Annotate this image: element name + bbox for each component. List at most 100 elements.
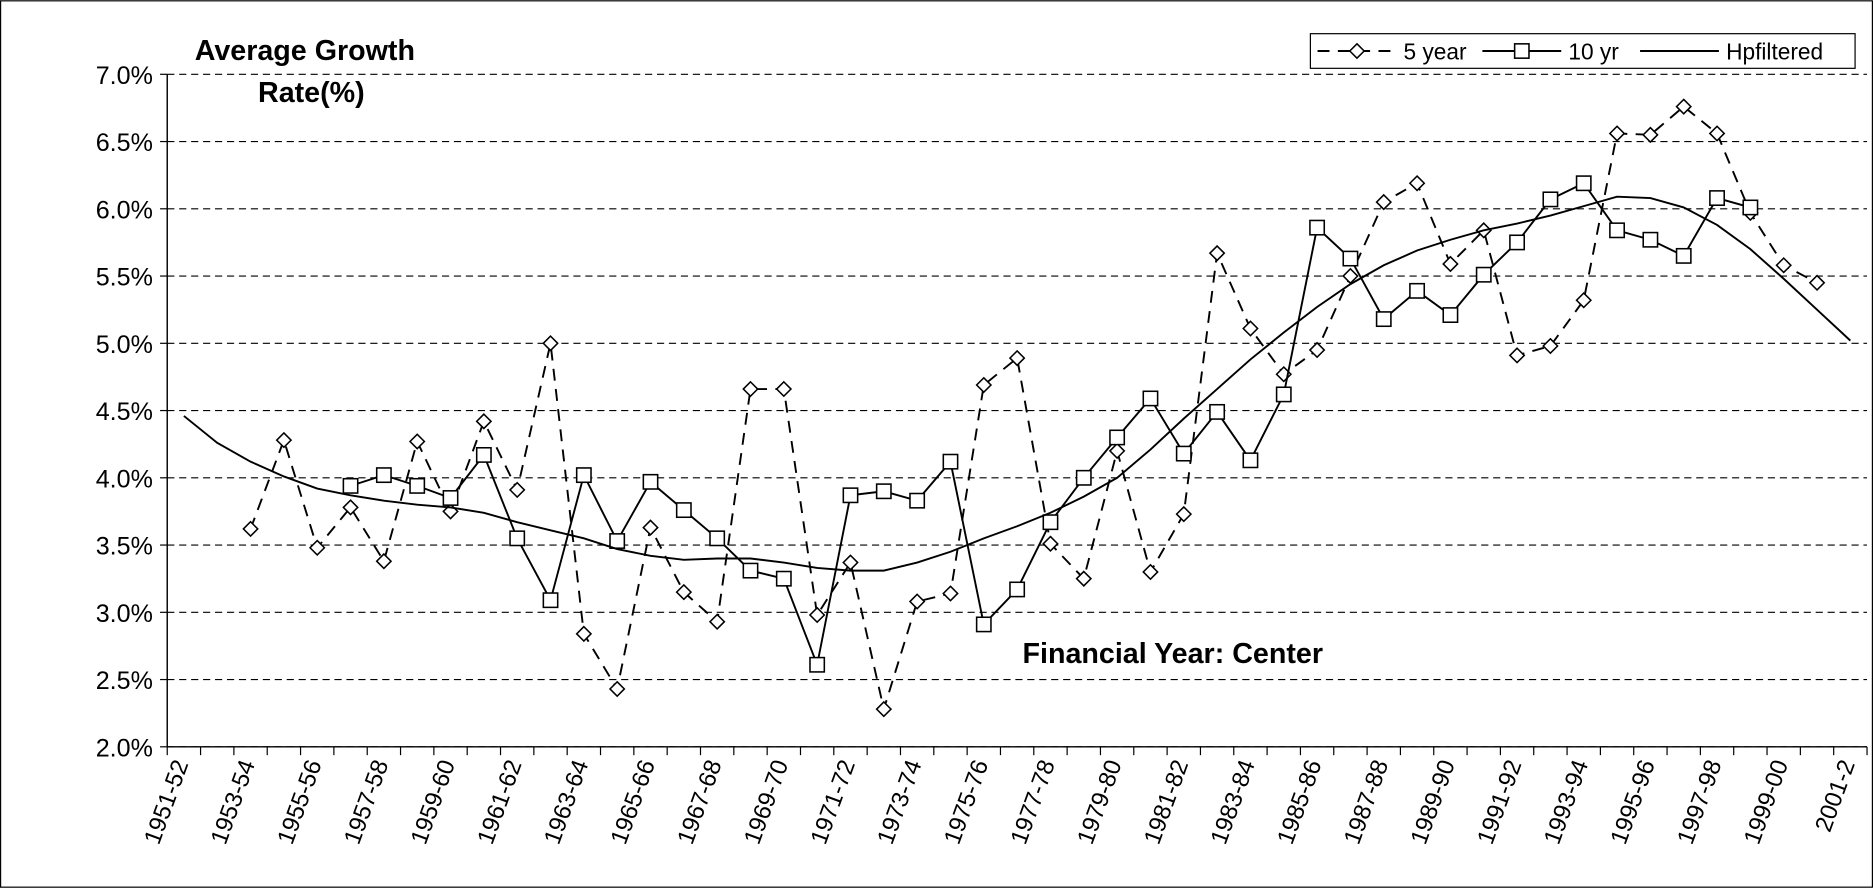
data-point <box>475 413 493 430</box>
data-point <box>542 335 559 352</box>
data-point <box>1775 257 1792 274</box>
data-point <box>1342 250 1359 267</box>
data-point <box>1508 347 1526 364</box>
data-point <box>1675 98 1692 115</box>
data-point <box>975 616 992 633</box>
data-point <box>1075 570 1093 587</box>
data-point <box>642 519 659 536</box>
data-point <box>1008 349 1026 367</box>
chart-title: Average Growth <box>195 35 415 67</box>
data-point <box>1209 403 1226 420</box>
data-point <box>242 520 259 538</box>
data-point <box>1513 43 1530 59</box>
data-point <box>1309 219 1326 236</box>
data-point <box>675 583 693 601</box>
data-point <box>809 656 826 673</box>
data-point <box>642 473 659 490</box>
data-point <box>709 530 726 547</box>
data-point <box>608 680 626 698</box>
data-point <box>942 585 959 602</box>
data-point <box>1208 244 1226 262</box>
data-point <box>1009 581 1026 598</box>
data-point <box>708 613 726 630</box>
data-point <box>609 533 626 549</box>
data-point <box>1575 175 1592 192</box>
data-point <box>1808 274 1826 292</box>
y-tick-label: 7.0% <box>96 62 153 90</box>
y-tick-label: 5.0% <box>96 331 153 359</box>
y-tick-label: 5.5% <box>96 264 153 292</box>
data-point <box>1509 234 1526 251</box>
data-point <box>542 592 559 609</box>
data-point <box>1042 535 1059 552</box>
data-point <box>375 552 393 570</box>
y-tick-label: 2.0% <box>96 734 153 762</box>
data-point <box>1375 193 1393 211</box>
data-point <box>1542 337 1559 355</box>
data-point <box>575 467 592 484</box>
data-point <box>1542 191 1559 208</box>
data-point <box>1108 442 1126 460</box>
data-point <box>1608 125 1626 142</box>
data-point <box>1142 563 1159 581</box>
data-point <box>342 499 359 516</box>
data-point <box>475 446 492 463</box>
legend-box <box>1309 33 1856 69</box>
data-point <box>1109 429 1126 446</box>
data-point <box>875 700 893 718</box>
data-point <box>1442 255 1459 273</box>
data-point <box>1408 174 1426 192</box>
data-point <box>775 570 792 587</box>
data-point <box>1709 190 1725 206</box>
annotation: Financial Year: Center <box>1023 638 1323 670</box>
data-point <box>1742 199 1759 216</box>
data-point <box>742 380 759 398</box>
data-point <box>509 530 526 547</box>
data-point <box>1142 390 1159 407</box>
data-point <box>1609 222 1626 239</box>
data-point <box>409 477 426 494</box>
chart-title: Rate(%) <box>258 77 365 109</box>
data-point <box>275 431 293 449</box>
data-point <box>1409 282 1426 299</box>
data-point <box>875 483 892 500</box>
data-point <box>1348 42 1366 60</box>
data-point <box>1375 311 1392 328</box>
data-point <box>775 380 793 398</box>
y-tick-label: 2.5% <box>96 667 153 695</box>
data-point <box>1475 266 1492 283</box>
y-tick-label: 3.0% <box>96 600 153 628</box>
data-point <box>742 562 759 579</box>
legend-label: 10 yr <box>1568 38 1619 64</box>
data-point <box>909 492 926 509</box>
data-point <box>1242 320 1259 337</box>
data-point <box>1275 386 1292 403</box>
data-point <box>808 606 826 624</box>
series-line <box>183 195 1852 572</box>
data-point <box>1175 445 1192 462</box>
series-line <box>249 105 1818 713</box>
legend-label: Hpfiltered <box>1726 38 1823 64</box>
data-point <box>675 502 692 519</box>
data-point <box>1642 126 1659 144</box>
data-point <box>1242 452 1259 469</box>
data-point <box>842 487 859 504</box>
data-point <box>942 453 959 470</box>
data-point <box>342 477 359 494</box>
legend: 5 year 10 yr Hpfiltered <box>1309 33 1856 69</box>
data-point <box>442 490 459 506</box>
data-point <box>375 467 392 484</box>
data-point <box>508 481 526 499</box>
data-point <box>1042 514 1059 531</box>
data-point <box>1642 231 1659 248</box>
data-point <box>308 539 326 557</box>
data-point <box>1442 307 1459 324</box>
data-point <box>1075 469 1092 486</box>
y-tick-label: 3.5% <box>96 533 153 561</box>
y-tick-label: 4.0% <box>96 465 153 493</box>
data-point <box>575 625 593 643</box>
y-tick-label: 6.0% <box>96 196 153 224</box>
data-point <box>408 433 426 450</box>
